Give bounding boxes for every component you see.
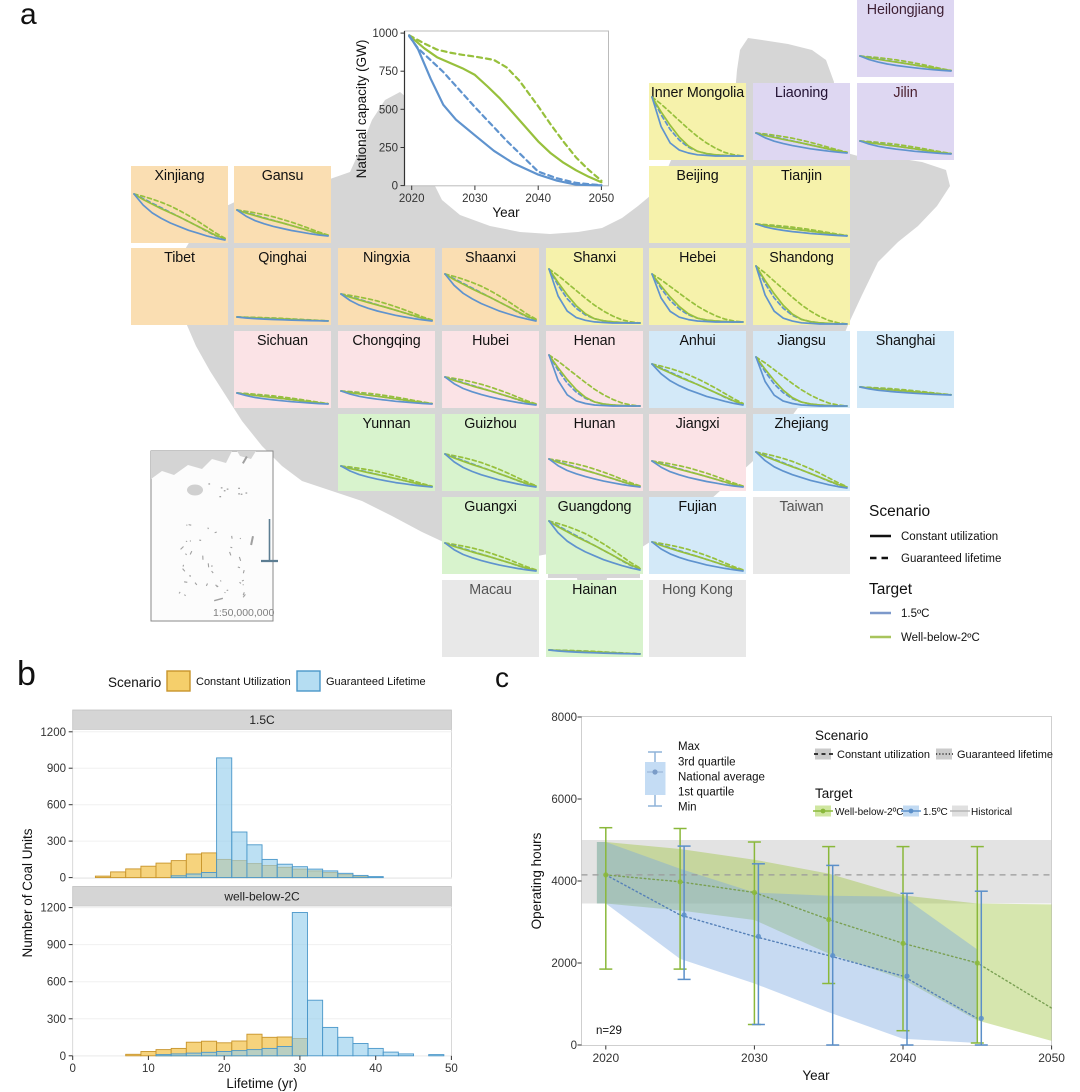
svg-text:Scenario: Scenario bbox=[815, 728, 868, 743]
svg-text:600: 600 bbox=[47, 977, 66, 989]
svg-text:1.5ºC: 1.5ºC bbox=[901, 608, 930, 620]
svg-text:0: 0 bbox=[392, 181, 398, 193]
svg-text:National average: National average bbox=[678, 772, 765, 784]
svg-text:Guaranteed lifetime: Guaranteed lifetime bbox=[957, 749, 1053, 761]
svg-text:Year: Year bbox=[492, 205, 520, 220]
svg-text:750: 750 bbox=[379, 66, 398, 78]
svg-text:1.5ºC: 1.5ºC bbox=[923, 807, 948, 818]
svg-text:well-below-2C: well-below-2C bbox=[223, 890, 300, 904]
svg-text:40: 40 bbox=[369, 1063, 382, 1075]
svg-text:n=29: n=29 bbox=[596, 1025, 622, 1037]
svg-text:2020: 2020 bbox=[399, 193, 425, 205]
svg-text:1200: 1200 bbox=[40, 903, 66, 915]
svg-text:0: 0 bbox=[60, 873, 66, 885]
svg-text:Guaranteed Lifetime: Guaranteed Lifetime bbox=[326, 676, 426, 688]
svg-text:0: 0 bbox=[571, 1040, 577, 1052]
svg-text:Scenario: Scenario bbox=[869, 503, 930, 520]
svg-text:2050: 2050 bbox=[589, 193, 615, 205]
svg-text:1000: 1000 bbox=[372, 28, 398, 40]
svg-text:National capacity (GW): National capacity (GW) bbox=[354, 40, 369, 179]
svg-text:250: 250 bbox=[379, 143, 398, 155]
svg-text:Constant utilization: Constant utilization bbox=[837, 749, 930, 761]
svg-text:Scenario: Scenario bbox=[108, 675, 161, 690]
svg-text:6000: 6000 bbox=[551, 794, 577, 806]
svg-text:1200: 1200 bbox=[40, 727, 66, 739]
svg-text:300: 300 bbox=[47, 836, 66, 848]
svg-text:30: 30 bbox=[294, 1063, 307, 1075]
svg-text:4000: 4000 bbox=[551, 876, 577, 888]
svg-text:2040: 2040 bbox=[525, 193, 551, 205]
svg-text:Lifetime (yr): Lifetime (yr) bbox=[226, 1076, 297, 1091]
svg-text:Well-below-2ºC: Well-below-2ºC bbox=[901, 632, 980, 644]
svg-text:900: 900 bbox=[47, 940, 66, 952]
svg-text:300: 300 bbox=[47, 1014, 66, 1026]
svg-text:Target: Target bbox=[869, 581, 913, 598]
svg-text:Number of Coal Units: Number of Coal Units bbox=[20, 828, 35, 957]
svg-text:2040: 2040 bbox=[890, 1051, 917, 1065]
svg-text:1.5C: 1.5C bbox=[249, 713, 275, 727]
svg-text:Target: Target bbox=[815, 786, 853, 801]
svg-text:0: 0 bbox=[60, 1051, 66, 1063]
svg-text:3rd quartile: 3rd quartile bbox=[678, 757, 736, 769]
svg-text:1st quartile: 1st quartile bbox=[678, 787, 734, 799]
svg-text:2030: 2030 bbox=[741, 1051, 768, 1065]
svg-text:Year: Year bbox=[802, 1068, 830, 1083]
svg-text:2030: 2030 bbox=[462, 193, 488, 205]
svg-text:Min: Min bbox=[678, 802, 697, 814]
svg-text:Constant Utilization: Constant Utilization bbox=[196, 676, 291, 688]
svg-text:Historical: Historical bbox=[971, 807, 1012, 818]
svg-text:500: 500 bbox=[379, 104, 398, 116]
svg-text:2020: 2020 bbox=[592, 1051, 619, 1065]
svg-text:Operating hours: Operating hours bbox=[529, 832, 544, 929]
svg-text:0: 0 bbox=[69, 1063, 75, 1075]
svg-text:50: 50 bbox=[445, 1063, 458, 1075]
svg-text:2000: 2000 bbox=[551, 958, 577, 970]
svg-text:20: 20 bbox=[218, 1063, 231, 1075]
svg-text:600: 600 bbox=[47, 800, 66, 812]
svg-text:Constant utilization: Constant utilization bbox=[901, 531, 998, 543]
svg-text:900: 900 bbox=[47, 763, 66, 775]
svg-text:1:50,000,000: 1:50,000,000 bbox=[213, 607, 274, 619]
svg-text:Max: Max bbox=[678, 741, 700, 753]
svg-text:10: 10 bbox=[142, 1063, 155, 1075]
svg-text:Well-below-2ºC: Well-below-2ºC bbox=[835, 807, 904, 818]
svg-text:8000: 8000 bbox=[551, 712, 577, 724]
svg-text:Guaranteed lifetime: Guaranteed lifetime bbox=[901, 553, 1001, 565]
svg-text:2050: 2050 bbox=[1038, 1051, 1065, 1065]
